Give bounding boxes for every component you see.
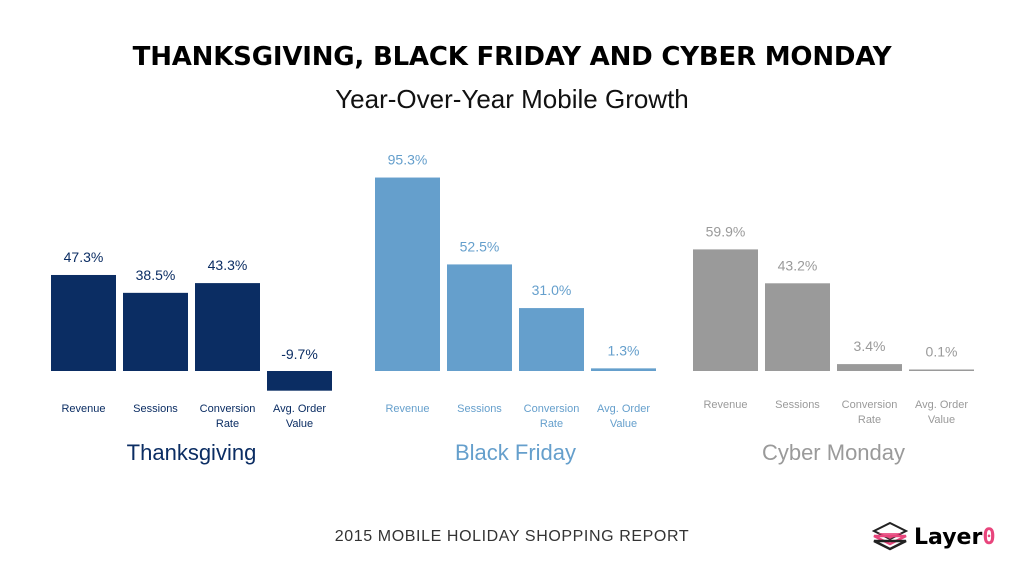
bar-thanksgiving-avg-order-value bbox=[267, 371, 332, 391]
series-name-thanksgiving: Thanksgiving bbox=[127, 440, 257, 465]
bar-thanksgiving-sessions bbox=[123, 292, 188, 371]
category-label-line: Conversion bbox=[842, 399, 898, 411]
category-label-line: Avg. Order bbox=[915, 399, 968, 411]
bar-thanksgiving-revenue bbox=[51, 274, 116, 371]
category-label-line: Sessions bbox=[457, 403, 502, 415]
data-label-black-friday-avg-order-value: 1.3% bbox=[608, 342, 640, 358]
chart-subtitle: Year-Over-Year Mobile Growth bbox=[335, 84, 689, 114]
chart-group-thanksgiving: 47.3% Revenue 38.5% Sessions 43.3% Conversion… bbox=[51, 249, 332, 465]
category-label-line: Rate bbox=[858, 414, 881, 426]
bar-black-friday-conversion-rate bbox=[519, 308, 584, 371]
data-label-cyber-monday-avg-order-value: 0.1% bbox=[926, 344, 958, 360]
category-label-black-friday-avg-order-value: Avg. Order Value bbox=[597, 403, 650, 430]
data-label-thanksgiving-sessions: 38.5% bbox=[136, 267, 176, 283]
category-label-line: Rate bbox=[540, 418, 563, 430]
category-label-thanksgiving-sessions: Sessions bbox=[133, 403, 178, 415]
bar-black-friday-avg-order-value bbox=[591, 368, 656, 371]
category-label-line: Revenue bbox=[703, 399, 747, 411]
category-label-line: Sessions bbox=[133, 403, 178, 415]
category-label-line: Value bbox=[610, 418, 637, 430]
data-label-thanksgiving-conversion-rate: 43.3% bbox=[208, 257, 248, 273]
bar-black-friday-revenue bbox=[375, 177, 440, 371]
series-name-cyber-monday: Cyber Monday bbox=[762, 440, 905, 465]
category-label-black-friday-revenue: Revenue bbox=[385, 403, 429, 415]
category-label-cyber-monday-sessions: Sessions bbox=[775, 399, 820, 411]
category-label-thanksgiving-revenue: Revenue bbox=[61, 403, 105, 415]
category-label-line: Conversion bbox=[524, 403, 580, 415]
category-label-thanksgiving-conversion-rate: Conversion Rate bbox=[200, 403, 256, 430]
category-label-line: Sessions bbox=[775, 399, 820, 411]
data-label-black-friday-sessions: 52.5% bbox=[460, 238, 500, 254]
data-label-cyber-monday-sessions: 43.2% bbox=[778, 257, 818, 273]
data-label-black-friday-revenue: 95.3% bbox=[388, 152, 428, 168]
series-name-black-friday: Black Friday bbox=[455, 440, 576, 465]
bar-black-friday-sessions bbox=[447, 264, 512, 371]
category-label-line: Value bbox=[286, 418, 313, 430]
category-label-line: Revenue bbox=[61, 403, 105, 415]
category-label-black-friday-conversion-rate: Conversion Rate bbox=[524, 403, 580, 430]
bar-cyber-monday-avg-order-value bbox=[909, 369, 974, 371]
bar-cyber-monday-sessions bbox=[765, 283, 830, 371]
category-label-cyber-monday-avg-order-value: Avg. Order Value bbox=[915, 399, 968, 426]
data-label-thanksgiving-revenue: 47.3% bbox=[64, 249, 104, 265]
bar-cyber-monday-conversion-rate bbox=[837, 364, 902, 371]
category-label-cyber-monday-conversion-rate: Conversion Rate bbox=[842, 399, 898, 426]
chart-title: THANKSGIVING, BLACK FRIDAY AND CYBER MON… bbox=[132, 42, 892, 72]
bar-thanksgiving-conversion-rate bbox=[195, 283, 260, 371]
category-label-black-friday-sessions: Sessions bbox=[457, 403, 502, 415]
category-label-line: Avg. Order bbox=[273, 403, 326, 415]
category-label-cyber-monday-revenue: Revenue bbox=[703, 399, 747, 411]
category-label-line: Avg. Order bbox=[597, 403, 650, 415]
chart-group-black-friday: 95.3% Revenue 52.5% Sessions 31.0% Conversion… bbox=[375, 152, 656, 465]
report-footer: 2015 MOBILE HOLIDAY SHOPPING REPORT bbox=[334, 528, 690, 545]
category-label-line: Revenue bbox=[385, 403, 429, 415]
logo-text: Layer0 bbox=[914, 525, 996, 550]
logo-text-accent: 0 bbox=[982, 524, 996, 550]
data-label-thanksgiving-avg-order-value: -9.7% bbox=[281, 346, 318, 362]
category-label-line: Conversion bbox=[200, 403, 256, 415]
category-label-line: Rate bbox=[216, 418, 239, 430]
chart-group-cyber-monday: 59.9% Revenue 43.2% Sessions 3.4% Conversion R… bbox=[693, 223, 974, 465]
logo-text-main: Layer bbox=[914, 524, 983, 550]
layer0-logo: Layer0 bbox=[872, 520, 996, 554]
category-label-line: Value bbox=[928, 414, 955, 426]
data-label-cyber-monday-revenue: 59.9% bbox=[706, 223, 746, 239]
bar-cyber-monday-revenue bbox=[693, 249, 758, 371]
data-label-cyber-monday-conversion-rate: 3.4% bbox=[854, 338, 886, 354]
layered-stack-icon bbox=[872, 521, 908, 551]
category-label-thanksgiving-avg-order-value: Avg. Order Value bbox=[273, 403, 326, 430]
data-label-black-friday-conversion-rate: 31.0% bbox=[532, 282, 572, 298]
